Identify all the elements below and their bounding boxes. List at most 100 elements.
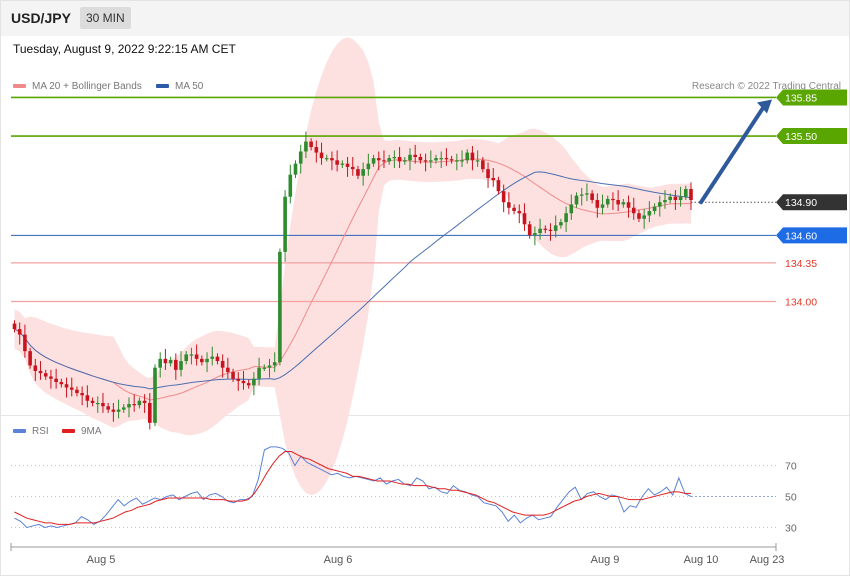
candle-body [324,158,329,160]
legend-rsi-label: RSI [32,426,49,437]
level-tag-135-85 [776,89,847,106]
timeframe-button[interactable]: 30 MIN [80,7,131,29]
candle-body [335,160,339,165]
legend-ma20: MA 20 + Bollinger Bands [13,81,142,92]
candle-body [548,229,553,232]
candle-body [64,384,69,388]
candle-body [75,389,79,394]
candle-body [33,365,38,371]
candle-body [132,404,136,406]
level-tag-134-60 [776,227,847,244]
level-tag-135-50 [776,128,847,145]
candle-body [205,358,209,363]
instrument-title: USD/JPY [11,10,71,26]
candle-body [158,358,163,368]
level-label-134-35: 134.35 [785,258,817,270]
candle-body [382,160,386,162]
candle-body [200,358,204,363]
ma50-swatch-icon [156,84,169,89]
credit-text: Research © 2022 Trading Central [691,81,841,92]
candle-body [595,200,600,208]
legend-ma20-label: MA 20 + Bollinger Bands [32,81,142,92]
candle-body [257,367,261,379]
candle-body [298,151,303,164]
candle-body [475,160,480,162]
level-label-135-85: 135.85 [785,92,817,104]
candle-body [319,152,324,159]
candle-body [402,160,407,162]
candle-body [304,141,308,152]
candle-body [163,358,168,364]
candle-body [194,354,199,359]
candle-body [631,207,636,214]
candle-body [252,378,256,386]
candle-body [241,380,246,384]
candle-body [486,169,490,178]
candle-body [449,159,454,161]
candle-body [538,228,542,234]
candle-body [527,224,532,236]
candle-body [465,152,470,161]
candle-body [678,196,683,201]
candle-body [288,174,293,197]
x-tick-label: Aug 5 [87,554,116,566]
candle-body [272,362,277,366]
candle-body [579,194,584,196]
rsi-tick-label-70: 70 [785,461,797,473]
candle-body [283,196,287,252]
candle-body [361,169,365,176]
forecast-arrow-head-icon [757,99,772,114]
candles-group [12,131,693,430]
candle-body [481,160,485,170]
candle-body [330,158,334,161]
timestamp: Tuesday, August 9, 2022 9:22:15 AM CET [13,42,236,56]
candle-body [616,200,620,205]
candle-body [38,370,43,374]
x-tick-label: Aug 6 [324,554,353,566]
candle-body [413,154,417,158]
candle-body [439,158,444,160]
candle-body [429,160,433,162]
level-label-135-50: 135.50 [785,131,817,143]
candle-body [278,251,282,363]
legend-9ma-label: 9MA [81,426,102,437]
candle-body [148,402,152,423]
level-label-134-00: 134.00 [785,297,817,309]
header-bar [1,1,849,36]
candle-body [309,141,313,148]
candle-body [85,395,90,401]
candle-body [366,163,371,170]
candle-body [408,154,412,161]
candle-body [496,180,501,192]
candle-body [345,163,350,167]
candle-body [470,152,475,161]
candle-body [491,177,496,181]
candle-body [611,198,615,201]
candle-body [59,382,64,385]
level-tag-134-90 [776,194,847,211]
candle-body [28,351,32,366]
x-tick-label: Aug 23 [750,554,785,566]
candle-body [12,323,17,330]
candle-body [626,202,631,208]
candle-body [507,202,511,208]
candle-body [43,373,48,377]
rsi-tick-label-50: 50 [785,492,797,504]
candle-body [95,402,100,405]
forecast-arrow-shaft [699,104,766,205]
candle-body [668,196,672,201]
candle-body [168,359,173,364]
candle-body [387,158,391,162]
level-label-134-90: 134.90 [785,197,817,209]
candle-body [553,225,558,231]
candle-body [460,160,464,162]
candle-body [689,188,693,201]
candle-body [652,206,657,212]
candle-body [106,406,110,410]
candle-body [423,160,428,162]
candle-body [657,202,662,207]
candle-body [621,202,626,205]
candle-body [434,158,438,161]
candle-body [559,222,563,226]
